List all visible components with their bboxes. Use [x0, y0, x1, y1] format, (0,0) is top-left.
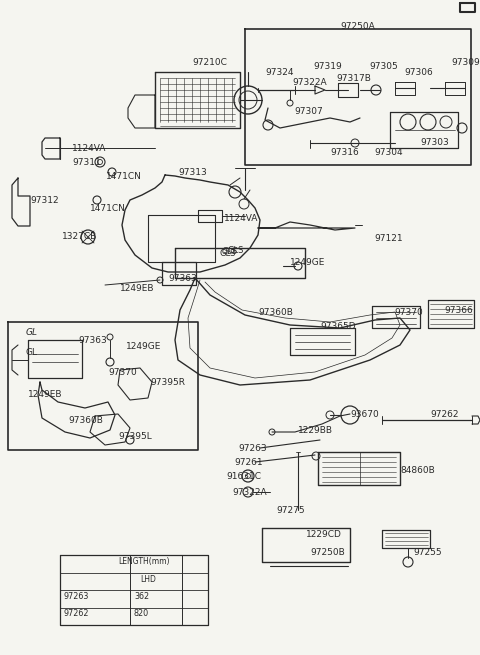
Text: 97365D: 97365D: [320, 322, 356, 331]
Text: 1471CN: 1471CN: [106, 172, 142, 181]
Text: 97305: 97305: [369, 62, 398, 71]
Text: 97263: 97263: [64, 592, 89, 601]
Text: 97309: 97309: [451, 58, 480, 67]
Text: 1229CD: 1229CD: [306, 530, 342, 539]
Text: 97316: 97316: [330, 148, 359, 157]
Text: GLS: GLS: [222, 247, 239, 256]
Text: 97312: 97312: [30, 196, 59, 205]
Text: LHD: LHD: [140, 574, 156, 584]
Text: 93670: 93670: [350, 410, 379, 419]
Text: 97275: 97275: [276, 506, 305, 515]
Text: 1327CB: 1327CB: [62, 232, 97, 241]
Text: 84860B: 84860B: [400, 466, 435, 475]
Text: 97313: 97313: [178, 168, 207, 177]
Text: 1249EB: 1249EB: [120, 284, 155, 293]
Text: 1249GE: 1249GE: [126, 342, 161, 351]
Text: 97370: 97370: [108, 368, 137, 377]
Text: 97370: 97370: [394, 308, 423, 317]
Text: 97317B: 97317B: [336, 74, 371, 83]
Text: 97304: 97304: [374, 148, 403, 157]
Text: GLS: GLS: [228, 246, 244, 255]
Text: 97324: 97324: [265, 68, 293, 77]
Text: 97307: 97307: [294, 107, 323, 116]
Text: 97395L: 97395L: [118, 432, 152, 441]
Text: 97395R: 97395R: [150, 378, 185, 387]
Text: 97262: 97262: [430, 410, 458, 419]
Text: 820: 820: [134, 610, 149, 618]
Text: 97262: 97262: [64, 610, 89, 618]
Text: 97363: 97363: [78, 336, 107, 345]
Text: 1229BB: 1229BB: [298, 426, 333, 435]
Text: 1471CN: 1471CN: [90, 204, 126, 213]
Text: 97311: 97311: [72, 158, 101, 167]
Text: 97360B: 97360B: [68, 416, 103, 425]
Text: 97319: 97319: [313, 62, 342, 71]
Text: 97210C: 97210C: [192, 58, 227, 67]
Text: 97360B: 97360B: [258, 308, 293, 317]
Text: 97250B: 97250B: [310, 548, 345, 557]
Text: 1124VA: 1124VA: [72, 144, 107, 153]
Text: 97366: 97366: [444, 306, 473, 315]
Text: 1124VA: 1124VA: [224, 214, 258, 223]
Text: 97303: 97303: [420, 138, 449, 147]
Text: GL: GL: [26, 328, 38, 337]
Text: 97306: 97306: [404, 68, 433, 77]
Text: 97322A: 97322A: [232, 488, 266, 497]
Text: 97261: 97261: [234, 458, 263, 467]
Text: GLS: GLS: [220, 249, 236, 258]
Text: GL: GL: [26, 348, 38, 357]
Text: 91631C: 91631C: [226, 472, 261, 481]
Text: 97255: 97255: [413, 548, 442, 557]
Text: 362: 362: [134, 592, 149, 601]
Text: 1249EB: 1249EB: [28, 390, 62, 399]
Text: 97250A: 97250A: [340, 22, 375, 31]
Text: 97322A: 97322A: [292, 78, 326, 87]
Text: LENGTH(mm): LENGTH(mm): [118, 557, 170, 566]
Text: 97121: 97121: [374, 234, 403, 243]
Text: 97363: 97363: [168, 274, 197, 283]
Text: 97263: 97263: [238, 444, 266, 453]
Text: 1249GE: 1249GE: [290, 258, 325, 267]
